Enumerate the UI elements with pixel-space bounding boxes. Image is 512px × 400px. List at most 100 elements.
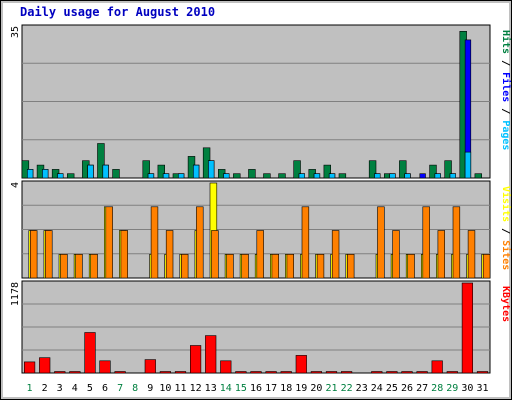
day-label: 14 <box>220 383 232 394</box>
files-bar <box>419 173 426 179</box>
day-label: 10 <box>159 383 171 394</box>
day-label: 8 <box>132 383 138 394</box>
hits-bar <box>112 169 120 179</box>
hits-bar <box>368 160 377 179</box>
day-label: 9 <box>147 383 153 394</box>
panel-hits: 35 Hits / Files / Pages <box>10 24 512 179</box>
axis-label-pages: Pages <box>500 120 511 150</box>
sites-bar <box>29 230 38 279</box>
hits-bar <box>248 169 256 179</box>
pages-bar <box>374 173 381 179</box>
hits-bar <box>399 160 407 179</box>
pages-bar <box>313 173 321 179</box>
sites-bar <box>301 206 310 279</box>
kbytes-bar <box>114 371 126 374</box>
panel-hits-axis-label: Hits / Files / Pages <box>500 30 512 150</box>
pages-bar <box>449 173 456 179</box>
pages-bar <box>223 173 230 179</box>
hits-bar <box>278 173 286 179</box>
sites-bar <box>75 254 83 279</box>
kbytes-bar <box>220 360 232 374</box>
kbytes-bar <box>144 359 156 374</box>
panel-kbytes-axis-label: KBytes <box>500 286 511 322</box>
kbytes-bar <box>310 371 323 374</box>
day-label: 22 <box>341 383 353 394</box>
pages-bar <box>162 173 170 179</box>
panel-visits-axis-label: Visits / Sites <box>500 186 512 270</box>
day-label: 12 <box>190 383 202 394</box>
hits-bar <box>293 160 301 179</box>
day-label: 28 <box>431 383 443 394</box>
panel-hits-ymax-label: 35 <box>10 26 21 38</box>
hits-bar <box>323 164 331 179</box>
kbytes-bar <box>295 355 307 374</box>
kbytes-bar <box>461 282 474 374</box>
kbytes-bar <box>174 371 187 374</box>
axis-label-visits: Visits <box>500 186 512 222</box>
chart-title: Daily usage for August 2010 <box>20 5 215 19</box>
day-label: 16 <box>250 383 262 394</box>
pages-bar <box>389 173 396 179</box>
day-label: 4 <box>72 383 78 394</box>
day-label: 13 <box>205 383 217 394</box>
axis-label-sites: Sites <box>500 240 512 270</box>
sites-bar <box>196 206 204 279</box>
pages-bar <box>87 164 94 179</box>
sites-bar <box>105 206 113 279</box>
kbytes-bar <box>386 371 398 374</box>
sites-bar <box>377 206 385 279</box>
hits-bar <box>338 173 347 179</box>
sites-bar <box>271 254 279 279</box>
sites-bar <box>407 254 415 279</box>
sites-bar <box>286 254 294 279</box>
hits-bar <box>429 164 437 179</box>
kbytes-bar <box>99 360 111 374</box>
day-label: 1 <box>26 383 32 394</box>
pages-bar <box>193 164 200 179</box>
kbytes-bar <box>476 371 489 374</box>
sites-bar <box>346 254 355 279</box>
hits-bar <box>142 160 150 179</box>
sites-bar <box>90 254 98 279</box>
pages-bar <box>208 160 215 179</box>
pages-bar <box>26 169 34 179</box>
sites-bar <box>316 254 325 279</box>
sites-bar <box>437 230 445 279</box>
kbytes-bar <box>23 361 36 374</box>
series-hits <box>21 30 482 179</box>
day-label: 24 <box>371 383 383 394</box>
pages-bar <box>464 151 472 179</box>
hits-bar <box>67 173 75 179</box>
panel-kbytes: 1178 KBytes <box>10 280 511 374</box>
pages-bar <box>42 169 49 179</box>
day-label: 26 <box>401 383 413 394</box>
panel-visits: 4 Visits / Sites <box>10 180 512 279</box>
series-pages <box>26 151 472 179</box>
kbytes-bar <box>54 371 66 374</box>
pages-bar <box>404 173 411 179</box>
kbytes-bar <box>235 371 247 374</box>
day-label: 7 <box>117 383 123 394</box>
sites-bar <box>150 206 159 279</box>
day-label: 15 <box>235 383 247 394</box>
sites-bar <box>482 254 491 279</box>
pages-bar <box>298 173 305 179</box>
sites-bar <box>467 230 476 279</box>
day-label: 19 <box>295 383 307 394</box>
sites-bar <box>241 254 249 279</box>
kbytes-bar <box>401 371 413 374</box>
chart-panels: 35 Hits / Files / Pages 4 Visits / Sites 117… <box>10 24 512 374</box>
kbytes-bar <box>205 335 217 374</box>
panel-kbytes-ymax-label: 1178 <box>10 282 21 306</box>
kbytes-bar <box>190 345 202 374</box>
pages-bar <box>434 173 441 179</box>
kbytes-bar <box>325 371 338 374</box>
day-label: 17 <box>265 383 277 394</box>
sites-bar <box>211 230 219 279</box>
pages-bar <box>147 173 155 179</box>
kbytes-bar <box>371 371 383 374</box>
kbytes-bar <box>446 371 458 374</box>
day-label: 6 <box>102 383 108 394</box>
day-label: 29 <box>446 383 458 394</box>
